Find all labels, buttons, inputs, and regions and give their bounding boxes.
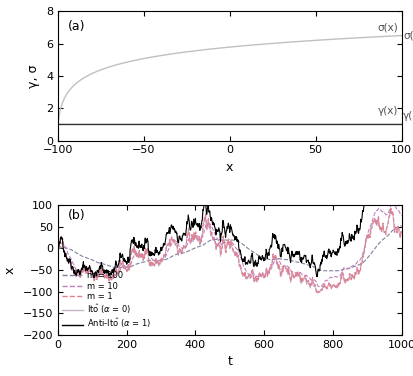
Text: (a): (a)	[68, 20, 85, 33]
Text: γ(x): γ(x)	[377, 106, 397, 115]
Text: (b): (b)	[68, 209, 85, 222]
Y-axis label: x: x	[4, 266, 17, 274]
Legend: m = 100, m = 10, m = 1, It$\hat{\rm o}$ ($\alpha$ = 0), Anti-It$\hat{\rm o}$ ($\: m = 100, m = 10, m = 1, It$\hat{\rm o}$ …	[62, 271, 151, 331]
X-axis label: t: t	[227, 355, 232, 368]
Text: γ(x): γ(x)	[402, 111, 413, 121]
Text: σ(x): σ(x)	[402, 30, 413, 41]
Y-axis label: γ, σ: γ, σ	[27, 64, 40, 88]
X-axis label: x: x	[225, 161, 233, 174]
Text: σ(x): σ(x)	[377, 22, 397, 32]
